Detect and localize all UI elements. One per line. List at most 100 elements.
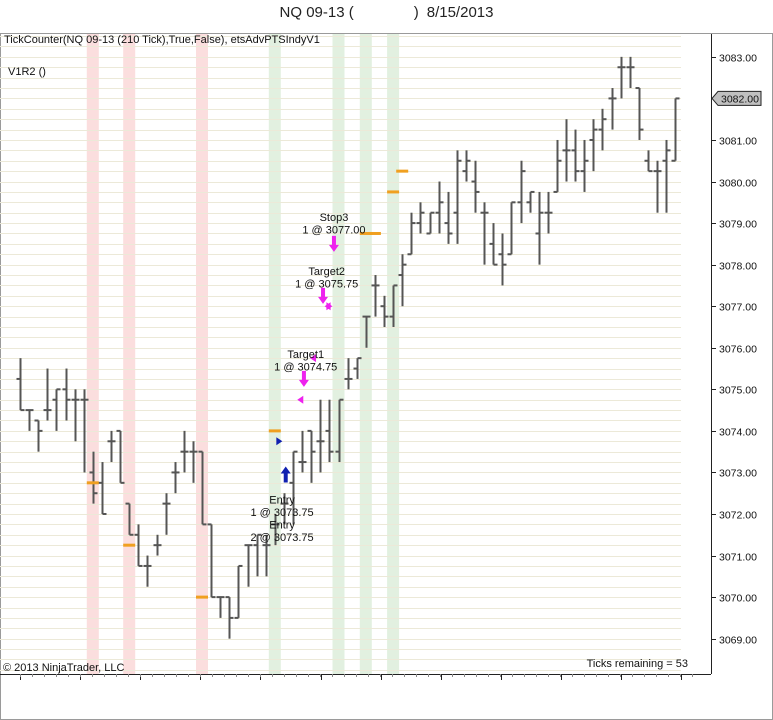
ohlc-bar — [271, 514, 280, 546]
ohlc-bar — [589, 119, 598, 172]
ohlc-bar — [426, 211, 435, 235]
ohlc-bar — [25, 409, 34, 431]
ohlc-bar — [608, 88, 617, 130]
y-tick-label: 3078.00 — [719, 261, 757, 273]
ohlc-bar — [153, 534, 162, 556]
title-symbol: NQ 09-13 ( — [279, 4, 354, 21]
ohlc-bar — [498, 233, 507, 286]
ohlc-bar — [325, 399, 334, 463]
pivot-marks — [86, 169, 409, 599]
ohlc-bar — [507, 201, 516, 256]
ohlc-bar — [553, 139, 562, 193]
last-price-tag: 3082.00 — [711, 90, 762, 106]
ohlc-bar — [480, 202, 489, 265]
ohlc-bar — [262, 534, 271, 577]
trade-annotation: 2 @ 3073.75 — [250, 532, 313, 544]
y-tick-label: 3083.00 — [719, 53, 757, 65]
ohlc-bar — [362, 315, 371, 348]
ohlc-bar — [80, 389, 89, 473]
ohlc-bar — [380, 295, 389, 327]
last-price-box — [711, 90, 762, 106]
ohlc-bar — [389, 284, 398, 327]
fill-marker — [326, 302, 333, 311]
window-title: NQ 09-13 () 8/15/2013 — [0, 4, 773, 21]
ohlc-bar — [644, 150, 653, 173]
ohlc-bar — [335, 398, 344, 463]
ohlc-bar — [571, 129, 580, 182]
ohlc-bar — [253, 533, 262, 577]
ohlc-bar — [289, 450, 298, 525]
trade-annotation: Entry — [269, 519, 295, 531]
ohlc-bar — [180, 430, 189, 473]
ohlc-bar — [435, 181, 444, 234]
ticks-remaining-label: Ticks remaining = 53 — [587, 658, 688, 670]
indicator-label: TickCounter(NQ 09-13 (210 Tick),True,Fal… — [4, 34, 320, 46]
fill-marker — [310, 354, 317, 363]
ohlc-bar — [416, 202, 425, 234]
ohlc-bar — [471, 160, 480, 213]
ohlc-bar — [353, 357, 362, 379]
y-tick-label: 3070.00 — [719, 593, 757, 605]
ohlc-bar — [134, 524, 143, 567]
trade-annotation: Entry — [269, 494, 295, 506]
ohlc-bar — [107, 430, 116, 463]
chart-frame — [0, 33, 773, 720]
ohlc-bar — [453, 150, 462, 244]
exit-arrow — [298, 370, 309, 387]
ohlc-bar — [162, 493, 171, 535]
ohlc-bar — [535, 191, 544, 265]
y-tick-label: 3072.00 — [719, 510, 757, 522]
ohlc-bar — [371, 275, 380, 317]
time-axis-ticks — [20, 674, 693, 680]
y-tick-label: 3081.00 — [719, 136, 757, 148]
exit-arrow — [318, 287, 329, 304]
fill-marker — [297, 395, 304, 404]
ohlc-bar — [34, 419, 43, 452]
y-tick-label: 3077.00 — [719, 302, 757, 314]
ohlc-bar — [62, 368, 71, 421]
trade-annotation: Target1 — [287, 349, 324, 361]
price-axis: 3069.00 3070.00 3071.00 3072.00 3073.00 3074.… — [711, 53, 757, 647]
ohlc-bar — [43, 368, 52, 421]
trade-markers — [276, 235, 339, 483]
ohlc-bar — [98, 462, 107, 515]
ohlc-bar — [653, 160, 662, 213]
ohlc-bar — [344, 358, 353, 390]
ohlc-bar — [116, 429, 125, 484]
ohlc-bar — [244, 544, 253, 587]
y-tick-label: 3080.00 — [719, 178, 757, 190]
title-date: 8/15/2013 — [426, 4, 494, 21]
ohlc-bar — [307, 429, 316, 483]
exit-arrow — [328, 235, 339, 252]
ohlc-bar — [225, 596, 234, 639]
ohlc-bars — [16, 56, 680, 639]
ohlc-bar — [216, 596, 225, 618]
entry-arrow — [280, 466, 291, 483]
ohlc-bar — [635, 87, 644, 140]
ohlc-bar — [398, 254, 407, 307]
trade-annotation: 1 @ 3075.75 — [295, 278, 358, 290]
ohlc-bar — [617, 56, 626, 99]
ohlc-bar — [52, 388, 61, 431]
y-tick-label: 3071.00 — [719, 552, 757, 564]
title-suffix: ) — [413, 4, 419, 21]
y-tick-label: 3075.00 — [719, 385, 757, 397]
ohlc-bar — [298, 430, 307, 473]
ohlc-bar — [671, 97, 680, 162]
ohlc-bar — [544, 191, 553, 234]
ohlc-bar — [198, 450, 207, 526]
strategy-label: V1R2 () — [8, 66, 46, 78]
y-tick-label: 3079.00 — [719, 219, 757, 231]
y-tick-label: 3074.00 — [719, 427, 757, 439]
fill-marker — [276, 437, 283, 446]
trade-annotation: Stop3 — [320, 212, 349, 224]
y-tick-label: 3076.00 — [719, 344, 757, 356]
ohlc-bar — [234, 564, 243, 619]
ohlc-bar — [316, 399, 325, 473]
copyright-label: © 2013 NinjaTrader, LLC — [3, 662, 124, 674]
ohlc-bar — [189, 441, 198, 483]
ohlc-bar — [626, 56, 635, 89]
y-tick-label: 3073.00 — [719, 468, 757, 480]
ohlc-bar — [526, 190, 535, 213]
